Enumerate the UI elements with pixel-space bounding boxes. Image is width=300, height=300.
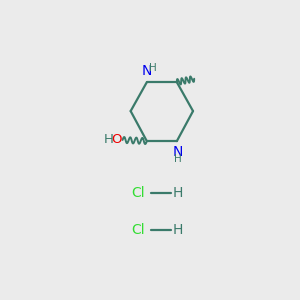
Text: H: H: [173, 186, 183, 200]
Text: Cl: Cl: [131, 186, 145, 200]
Text: H: H: [173, 223, 183, 237]
Text: O: O: [112, 134, 122, 146]
Text: H: H: [174, 154, 182, 164]
Text: H: H: [104, 134, 114, 146]
Text: N: N: [142, 64, 152, 78]
Text: H: H: [149, 63, 157, 74]
Text: N: N: [173, 145, 183, 159]
Text: Cl: Cl: [131, 223, 145, 237]
